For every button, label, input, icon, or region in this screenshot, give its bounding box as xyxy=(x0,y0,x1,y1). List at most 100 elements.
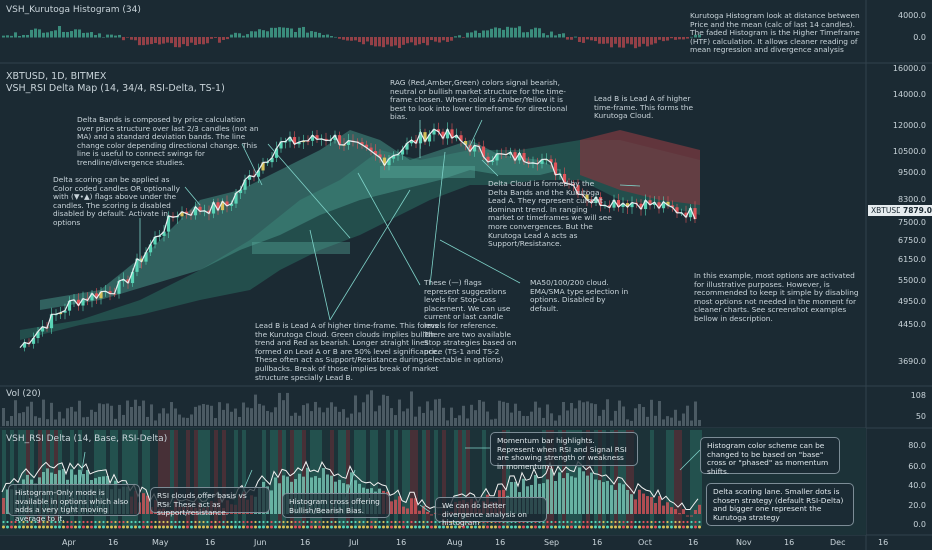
candle-body xyxy=(625,203,630,208)
scoring-dot-small xyxy=(646,520,649,524)
scoring-dot-large xyxy=(694,525,697,529)
scoring-dot-small xyxy=(258,520,261,524)
histogram-bar xyxy=(90,32,93,38)
scoring-dot-large xyxy=(186,525,189,529)
scoring-dot-large xyxy=(422,525,425,529)
scoring-dot-small xyxy=(166,520,169,524)
scoring-dot-small xyxy=(426,520,429,524)
volume-bar xyxy=(294,412,297,426)
volume-bar xyxy=(234,408,237,426)
histogram-bar xyxy=(174,37,177,48)
volume-bar xyxy=(470,404,473,426)
rsi-histogram-bar xyxy=(406,508,409,514)
candle-body xyxy=(378,154,382,158)
histogram-bar xyxy=(414,37,417,46)
momentum-bar xyxy=(422,430,426,526)
scoring-dot-small xyxy=(678,520,681,524)
rsi-histogram-bar xyxy=(626,489,629,514)
time-axis-label: 16 xyxy=(396,538,407,547)
volume-bar xyxy=(522,415,525,426)
axis-tick: 108 xyxy=(910,391,926,400)
scoring-dot-small xyxy=(594,520,597,524)
candle-body xyxy=(661,201,666,209)
histogram-bar xyxy=(86,32,89,38)
scoring-dot-large xyxy=(622,525,625,529)
candle-body xyxy=(36,331,40,339)
candle-body xyxy=(166,215,171,232)
scoring-dot-small xyxy=(246,520,249,524)
volume-bar xyxy=(94,411,97,426)
candle-body xyxy=(234,193,238,204)
histogram-bar xyxy=(378,37,381,47)
time-axis-label: Oct xyxy=(638,538,652,547)
scoring-dot-small xyxy=(134,520,137,524)
momentum-bar xyxy=(122,430,126,526)
candle-body xyxy=(468,144,472,152)
histogram-bar xyxy=(110,34,113,38)
histogram-bar xyxy=(274,27,277,38)
rsi-histogram-bar xyxy=(550,468,553,514)
rsi-annotation-arrows xyxy=(79,447,701,513)
scoring-dot-small xyxy=(250,520,253,524)
scoring-dot-large xyxy=(558,525,561,529)
time-axis-label: 16 xyxy=(592,538,603,547)
scoring-dot-small xyxy=(2,520,5,524)
candle-body xyxy=(216,202,220,211)
histogram-bar xyxy=(254,31,257,38)
volume-bar xyxy=(290,415,293,426)
scoring-dot-large xyxy=(618,525,621,529)
momentum-bar xyxy=(134,430,138,526)
scoring-dot-small xyxy=(106,520,109,524)
volume-bar xyxy=(654,415,657,426)
volume-bar xyxy=(346,417,349,426)
histogram-bar xyxy=(278,27,281,38)
axis-tick: 12000.0 xyxy=(892,121,926,130)
candle-body xyxy=(310,135,315,141)
axis-tick: 5500.0 xyxy=(898,276,926,285)
momentum-bar xyxy=(94,430,98,526)
volume-bar xyxy=(390,408,393,426)
scoring-dot-large xyxy=(254,525,257,529)
volume-bar xyxy=(650,399,653,426)
volume-pane-title: Vol (20) xyxy=(6,389,41,399)
scoring-dot-small xyxy=(26,520,29,524)
scoring-dot-small xyxy=(338,520,341,524)
candle-body xyxy=(337,135,342,145)
candle-body xyxy=(40,326,45,332)
rsi-histogram-bar xyxy=(322,468,325,514)
momentum-bar xyxy=(30,430,34,526)
scoring-dot-small xyxy=(686,520,689,524)
volume-bar xyxy=(658,401,661,426)
scoring-dot-large xyxy=(686,525,689,529)
time-axis-label: Apr xyxy=(62,538,76,547)
histogram-bar xyxy=(442,37,445,41)
histogram-note: Kurutoga Histogram look at distance betw… xyxy=(690,11,860,55)
histogram-bar xyxy=(662,37,665,42)
scoring-dot-small xyxy=(18,520,21,524)
rsi-histogram-bar xyxy=(690,515,693,517)
scoring-dot-large xyxy=(262,525,265,529)
histogram-bar xyxy=(558,33,561,38)
scoring-dot-large xyxy=(46,525,49,529)
histogram-bar xyxy=(650,37,653,45)
volume-bar xyxy=(162,408,165,426)
histogram-bar xyxy=(306,32,309,38)
candle-body xyxy=(270,157,274,163)
time-axis-label: Aug xyxy=(447,538,463,547)
histogram-bar xyxy=(690,36,693,38)
delta-scoring-lane xyxy=(2,520,701,529)
momentum-bar xyxy=(458,430,462,526)
candle-body xyxy=(58,312,63,315)
histogram-bar xyxy=(258,29,261,38)
scoring-dot-small xyxy=(682,520,685,524)
histogram-bar xyxy=(134,37,137,41)
scoring-dot-large xyxy=(378,525,381,529)
scoring-dot-small xyxy=(698,520,701,524)
rsi-histogram-bar xyxy=(594,479,597,514)
scoring-dot-large xyxy=(166,525,169,529)
scoring-dot-large xyxy=(102,525,105,529)
scoring-dot-large xyxy=(118,525,121,529)
scoring-dot-large xyxy=(154,525,157,529)
rsi-histogram-bar xyxy=(430,514,433,516)
scoring-dot-small xyxy=(398,520,401,524)
